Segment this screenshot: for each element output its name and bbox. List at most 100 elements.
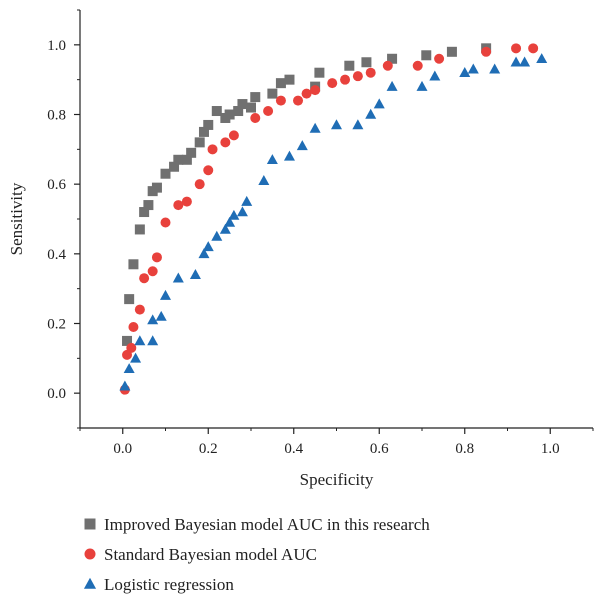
- triangle-point: [309, 122, 321, 133]
- square-point: [314, 67, 325, 78]
- circle-point: [327, 78, 338, 89]
- square-point: [151, 182, 162, 193]
- x-tick-label: 0.6: [370, 441, 389, 457]
- triangle-point: [123, 363, 135, 374]
- square-point: [224, 109, 235, 120]
- square-point: [233, 106, 244, 117]
- circle-point: [151, 252, 162, 263]
- circle-point: [134, 304, 145, 315]
- triangle-point: [296, 140, 308, 151]
- x-tick-label: 0.0: [113, 441, 132, 457]
- square-point: [387, 53, 398, 64]
- chart-marks: [119, 43, 548, 395]
- square-point: [237, 99, 248, 110]
- circle-point: [352, 71, 363, 82]
- square-point: [250, 92, 261, 103]
- y-tick-label: 0.2: [47, 317, 66, 333]
- triangle-point: [416, 80, 428, 91]
- triangle-point: [172, 272, 184, 283]
- square-point: [198, 126, 209, 137]
- circle-point: [203, 165, 214, 176]
- chart-axes: [79, 10, 593, 429]
- triangle-point: [365, 108, 377, 119]
- chart-ticks: 0.0 0.2 0.4 0.6 0.8 1.0 0.0 0.2 0.4 0.6 0.8 1.0: [47, 9, 594, 457]
- triangle-point: [202, 241, 214, 252]
- triangle-point: [198, 248, 210, 259]
- circle-point: [340, 74, 351, 85]
- square-point: [186, 147, 197, 158]
- circle-point: [228, 130, 239, 141]
- triangle-point: [258, 174, 270, 185]
- circle-point: [301, 88, 312, 99]
- triangle-point: [352, 119, 364, 130]
- legend-marker-square: [84, 518, 96, 530]
- triangle-point: [536, 53, 548, 64]
- square-point: [143, 200, 154, 211]
- circle-point: [147, 266, 158, 277]
- square-point: [361, 57, 372, 68]
- x-tick-label: 0.2: [199, 441, 218, 457]
- triangle-point: [134, 335, 146, 346]
- legend-marker-circle: [84, 548, 96, 560]
- triangle-point: [224, 216, 236, 227]
- triangle-point: [467, 63, 479, 74]
- triangle-point: [510, 56, 522, 67]
- square-point: [421, 50, 432, 61]
- x-axis-label: Specificity: [300, 470, 374, 489]
- square-point: [173, 154, 184, 165]
- triangle-point: [519, 56, 531, 67]
- triangle-point: [189, 269, 201, 280]
- triangle-point: [147, 335, 159, 346]
- triangle-point: [489, 63, 501, 74]
- triangle-point: [429, 70, 441, 81]
- triangle-point: [160, 289, 171, 300]
- triangle-point: [155, 310, 167, 321]
- legend-label: Improved Bayesian model AUC in this rese…: [104, 515, 430, 534]
- square-point: [284, 74, 295, 85]
- square-point: [169, 161, 180, 172]
- circle-point: [160, 217, 171, 228]
- y-tick-label: 0.6: [47, 177, 66, 193]
- circle-point: [412, 60, 423, 71]
- circle-point: [434, 53, 445, 64]
- square-point: [211, 106, 222, 117]
- square-point: [194, 137, 205, 148]
- circle-point: [365, 67, 376, 78]
- x-tick-label: 0.8: [455, 441, 474, 457]
- triangle-point: [211, 230, 223, 241]
- triangle-point: [130, 352, 142, 363]
- legend-marker-triangle: [83, 577, 97, 589]
- circle-point: [293, 95, 304, 106]
- triangle-point: [386, 80, 398, 91]
- legend-label: Logistic regression: [104, 575, 234, 594]
- y-tick-label: 1.0: [47, 38, 66, 54]
- circle-point: [207, 144, 218, 155]
- x-tick-label: 1.0: [541, 441, 560, 457]
- triangle-point: [331, 119, 342, 130]
- triangle-point: [459, 67, 471, 77]
- circle-point: [173, 200, 184, 211]
- triangle-point: [147, 314, 159, 325]
- y-tick-label: 0.8: [47, 108, 66, 124]
- circle-point: [382, 60, 393, 71]
- circle-point: [250, 112, 261, 123]
- circle-point: [511, 43, 522, 54]
- triangle-point: [373, 98, 385, 109]
- triangle-point: [266, 154, 278, 165]
- circle-point: [481, 46, 492, 57]
- circle-point: [220, 137, 231, 148]
- circle-point: [181, 196, 192, 207]
- circle-point: [139, 273, 150, 284]
- circle-point: [126, 342, 137, 353]
- circle-point: [310, 85, 321, 96]
- square-point: [139, 207, 150, 218]
- square-point: [122, 335, 133, 346]
- triangle-point: [219, 223, 231, 234]
- y-axis-label: Sensitivity: [7, 182, 26, 255]
- circle-point: [128, 321, 139, 332]
- y-tick-label: 0.4: [47, 247, 66, 263]
- square-point: [246, 102, 256, 113]
- circle-point: [528, 43, 539, 54]
- y-tick-label: 0.0: [47, 386, 66, 402]
